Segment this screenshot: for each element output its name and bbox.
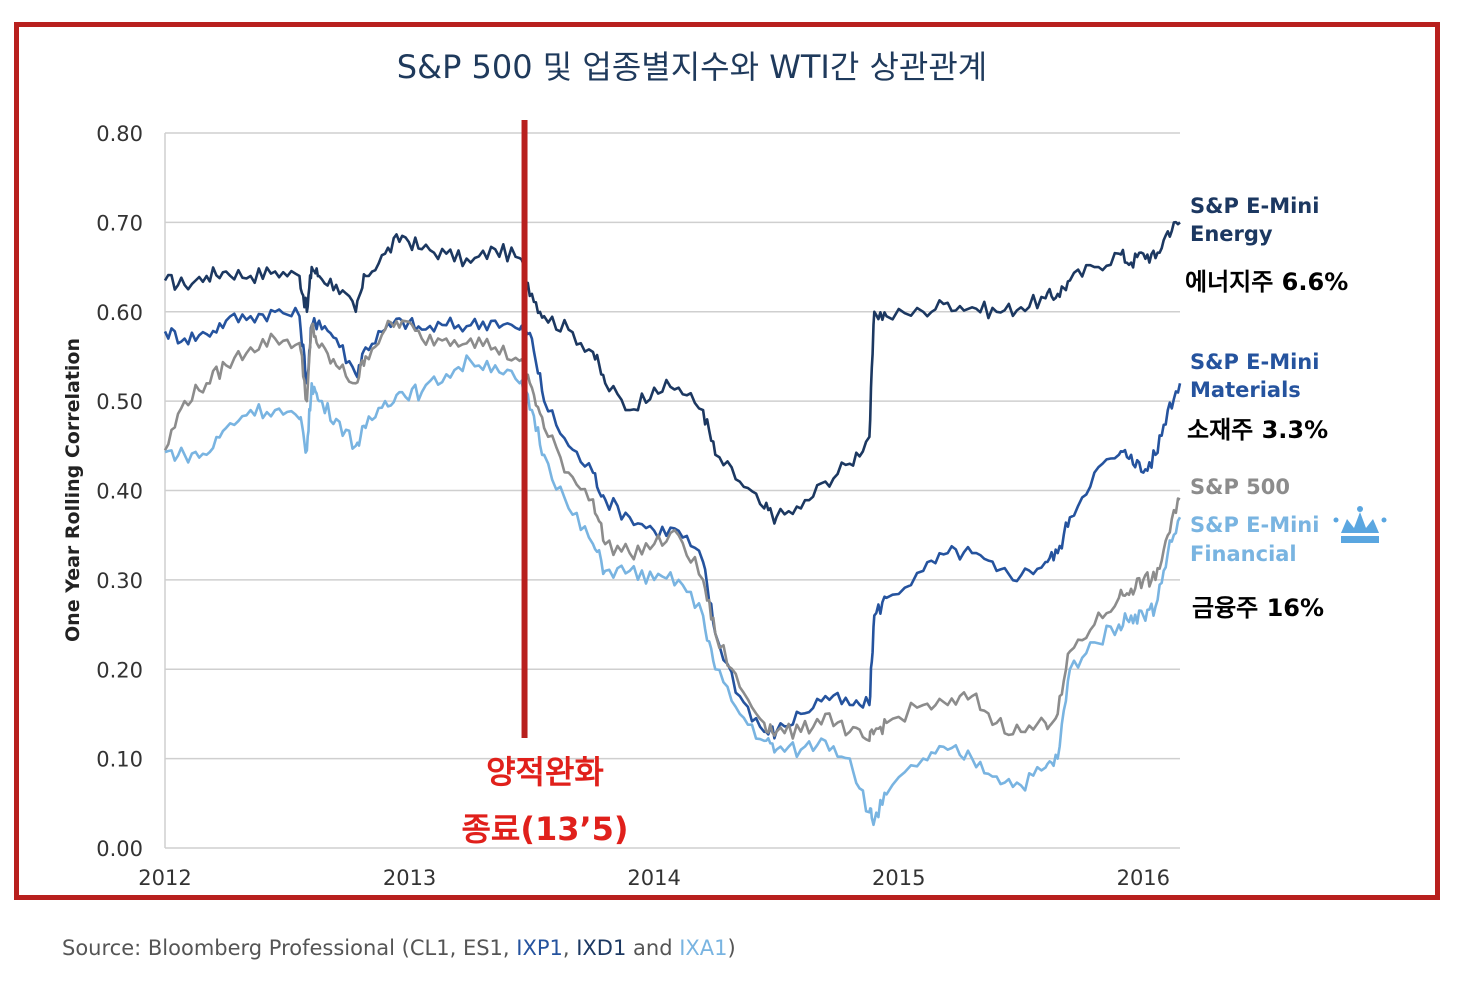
sector-weight-materials: 소재주 3.3% — [1187, 416, 1328, 444]
source-and: and — [626, 936, 680, 960]
series-line-sp500 — [163, 319, 1181, 743]
y-axis-label: One Year Rolling Correlation — [62, 338, 84, 642]
source-prefix: Source: Bloomberg Professional (CL1, ES1… — [62, 936, 517, 960]
legend-materials-line2: Materials — [1190, 378, 1301, 402]
x-tick-label: 2015 — [872, 866, 925, 890]
crown-icon — [1333, 506, 1387, 543]
y-tick-label: 0.40 — [96, 480, 143, 504]
sector-weight-financial: 금융주 16% — [1192, 594, 1324, 622]
y-axis-ticks: 0.00 0.10 0.20 0.30 0.40 0.50 0.60 0.70 0.80 — [96, 122, 143, 861]
sector-weight-energy: 에너지주 6.6% — [1185, 268, 1348, 296]
source-ixd1: IXD1 — [576, 936, 627, 960]
y-tick-label: 0.30 — [96, 569, 143, 593]
y-tick-label: 0.60 — [96, 301, 143, 325]
series-line-financial — [164, 354, 1182, 827]
legend-financial-line2: Financial — [1190, 542, 1297, 566]
y-tick-label: 0.10 — [96, 748, 143, 772]
y-tick-label: 0.50 — [96, 390, 143, 414]
highlight-frame — [14, 22, 1440, 900]
x-tick-label: 2016 — [1117, 866, 1170, 890]
source-note: Source: Bloomberg Professional (CL1, ES1… — [62, 936, 736, 960]
y-tick-label: 0.00 — [96, 837, 143, 861]
legend-financial-line1: S&P E-Mini — [1190, 513, 1319, 537]
source-ixa1: IXA1 — [679, 936, 728, 960]
series-line-energy — [163, 220, 1181, 525]
y-tick-label: 0.20 — [96, 658, 143, 682]
series-lines — [163, 220, 1182, 827]
qe-end-label-line2: 종료(13’5) — [461, 810, 628, 848]
qe-end-label-line1: 양적완화 — [486, 753, 604, 791]
x-tick-label: 2014 — [627, 866, 680, 890]
legend-energy-line1: S&P E-Mini — [1190, 194, 1319, 218]
legend-energy-line2: Energy — [1190, 222, 1273, 246]
source-ixp1: IXP1 — [516, 936, 563, 960]
series-line-materials — [163, 306, 1182, 740]
source-sep: , — [562, 936, 577, 960]
x-tick-label: 2012 — [138, 866, 191, 890]
y-tick-label: 0.80 — [96, 122, 143, 146]
x-axis-ticks: 2012 2013 2014 2015 2016 — [138, 866, 1170, 890]
y-tick-label: 0.70 — [96, 211, 143, 235]
legend-sp500: S&P 500 — [1190, 475, 1290, 499]
chart-title: S&P 500 및 업종별지수와 WTI간 상관관계 — [397, 48, 987, 86]
x-tick-label: 2013 — [383, 866, 436, 890]
source-suffix: ) — [727, 936, 736, 960]
legend-materials-line1: S&P E-Mini — [1190, 350, 1319, 374]
